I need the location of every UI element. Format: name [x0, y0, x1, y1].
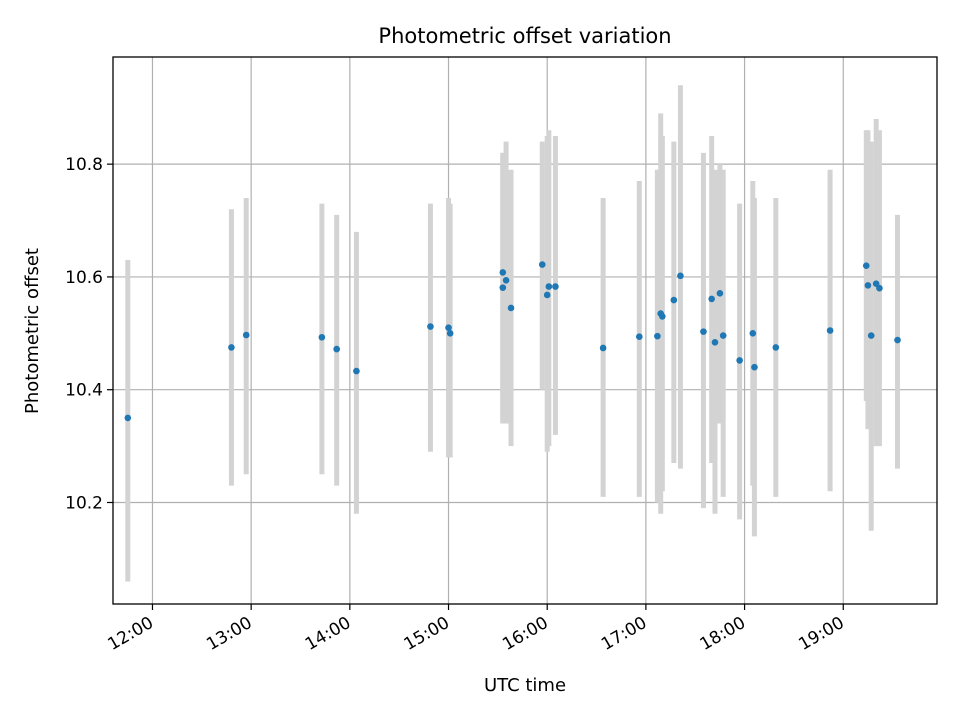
data-point — [826, 327, 834, 334]
data-point — [333, 345, 340, 353]
data-point — [736, 357, 743, 364]
x-tick-label: 13:00 — [203, 613, 255, 655]
x-tick-label: 15:00 — [401, 613, 453, 655]
data-point — [636, 333, 643, 341]
data-point — [545, 283, 553, 290]
axis-ticks: 12:00 13:00 14:00 15:00 16:00 17:00 18:00 19:00… — [65, 155, 848, 655]
data-point — [599, 344, 607, 352]
data-point — [499, 269, 507, 276]
x-tick-label: 16:00 — [499, 613, 551, 655]
x-axis-label: UTC time — [484, 675, 566, 696]
data-point — [124, 414, 132, 422]
data-point — [538, 261, 546, 268]
data-point — [719, 332, 727, 339]
data-point — [242, 331, 250, 339]
y-tick-label: 10.8 — [65, 155, 103, 175]
error-bars — [125, 85, 901, 582]
grid — [113, 57, 937, 604]
data-point — [749, 330, 757, 337]
data-point — [552, 283, 559, 290]
data-point — [654, 332, 661, 340]
x-tick-label: 14:00 — [302, 613, 354, 655]
data-point — [876, 284, 883, 292]
data-point — [711, 339, 719, 346]
data-point — [708, 295, 715, 303]
data-point — [507, 304, 515, 312]
data-point — [445, 324, 452, 331]
data-point — [670, 296, 678, 304]
data-point — [659, 313, 666, 320]
data-point — [864, 282, 872, 289]
x-tick-label: 12:00 — [105, 613, 157, 655]
data-point — [716, 289, 724, 297]
data-point — [867, 332, 875, 339]
data-point — [677, 272, 684, 280]
data-point — [228, 344, 235, 351]
x-tick-label: 19:00 — [795, 613, 847, 655]
data-point — [894, 336, 901, 344]
data-point — [353, 367, 360, 375]
data-points — [124, 261, 901, 422]
x-tick-label: 18:00 — [697, 613, 749, 655]
data-point — [772, 344, 780, 351]
y-tick-label: 10.4 — [65, 381, 103, 401]
data-point — [427, 323, 434, 330]
data-point — [318, 333, 326, 341]
plot-frame — [112, 56, 938, 605]
chart-title: Photometric offset variation — [378, 24, 671, 48]
x-tick-label: 17:00 — [598, 613, 650, 655]
data-point — [751, 363, 758, 371]
y-axis-label: Photometric offset — [22, 248, 43, 414]
data-point — [502, 277, 510, 284]
data-point — [446, 330, 454, 337]
data-point — [700, 328, 707, 335]
data-point — [543, 291, 551, 299]
y-tick-label: 10.6 — [65, 268, 103, 288]
y-tick-label: 10.2 — [65, 493, 103, 513]
data-point — [862, 262, 870, 269]
data-point — [499, 284, 507, 291]
